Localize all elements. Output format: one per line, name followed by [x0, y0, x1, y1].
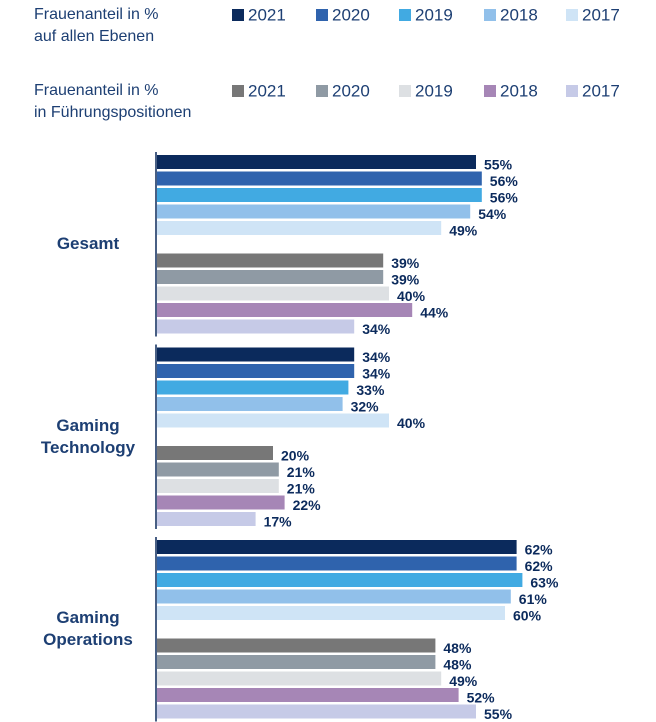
- legend-label: 2017: [582, 81, 620, 100]
- legend-label: 2018: [500, 5, 538, 24]
- legend-label: 2021: [248, 81, 286, 100]
- value-label: 60%: [513, 608, 542, 624]
- value-label: 39%: [391, 272, 420, 288]
- legend-swatch: [399, 9, 411, 21]
- value-label: 32%: [351, 399, 380, 415]
- value-label: 34%: [362, 349, 391, 365]
- legend-swatch: [316, 85, 328, 97]
- legend-label: 2020: [332, 81, 370, 100]
- bar: [157, 303, 413, 317]
- value-label: 49%: [449, 673, 478, 689]
- bar: [157, 495, 285, 510]
- legend-label: 2019: [415, 5, 453, 24]
- legend-label: 2018: [500, 81, 538, 100]
- legend-swatch: [399, 85, 411, 97]
- legend-swatch: [566, 85, 578, 97]
- bar: [157, 155, 476, 169]
- bar: [157, 286, 389, 301]
- value-label: 39%: [391, 255, 420, 271]
- legend-label: 2021: [248, 5, 286, 24]
- value-label: 52%: [467, 690, 496, 706]
- value-label: 48%: [443, 640, 472, 656]
- bar: [157, 688, 459, 702]
- value-label: 44%: [420, 305, 449, 321]
- bar: [157, 446, 273, 460]
- bar: [157, 204, 471, 219]
- value-label: 21%: [287, 481, 316, 497]
- bar: [157, 573, 523, 587]
- legend-swatch: [484, 9, 496, 21]
- value-label: 48%: [443, 657, 472, 673]
- value-label: 40%: [397, 415, 426, 431]
- bar: [157, 188, 482, 202]
- bar: [157, 704, 476, 719]
- value-label: 34%: [362, 366, 391, 382]
- bar: [157, 347, 355, 362]
- bar: [157, 512, 256, 526]
- category-label: Gaming Operations: [43, 608, 133, 649]
- value-label: 54%: [478, 206, 507, 222]
- legend-swatch: [232, 85, 244, 97]
- value-label: 61%: [519, 591, 548, 607]
- value-label: 55%: [484, 706, 513, 722]
- bar: [157, 462, 279, 477]
- value-label: 49%: [449, 223, 478, 239]
- value-label: 33%: [356, 382, 385, 398]
- value-label: 56%: [490, 173, 519, 189]
- category-label: Gesamt: [56, 234, 120, 253]
- legend-swatch: [316, 9, 328, 21]
- legend-swatch: [484, 85, 496, 97]
- value-label: 62%: [525, 542, 554, 558]
- legend-label: 2020: [332, 5, 370, 24]
- value-label: 22%: [293, 497, 322, 513]
- value-label: 55%: [484, 157, 513, 173]
- value-label: 34%: [362, 321, 391, 337]
- bar: [157, 397, 343, 411]
- bar: [157, 556, 517, 571]
- legend-title: Frauenanteil in % auf allen Ebenen: [34, 6, 159, 45]
- bar: [157, 413, 389, 428]
- bar: [157, 253, 384, 268]
- bar: [157, 270, 384, 284]
- bar: [157, 171, 482, 186]
- category-label: Gaming Technology: [40, 415, 136, 457]
- value-label: 62%: [525, 558, 554, 574]
- value-label: 56%: [490, 190, 519, 206]
- bar: [157, 221, 442, 235]
- legend-label: 2017: [582, 5, 620, 24]
- legend-swatch: [232, 9, 244, 21]
- bar: [157, 655, 436, 669]
- value-label: 17%: [264, 514, 293, 530]
- bar: [157, 380, 349, 395]
- value-label: 20%: [281, 448, 310, 464]
- bar: [157, 364, 355, 378]
- bar: [157, 319, 355, 334]
- value-label: 21%: [287, 464, 316, 480]
- legend-title: Frauenanteil in % in Führungspositionen: [34, 82, 192, 121]
- bar: [157, 479, 279, 493]
- bar: [157, 638, 436, 653]
- bar: [157, 606, 505, 620]
- legend-label: 2019: [415, 81, 453, 100]
- value-label: 40%: [397, 288, 426, 304]
- bar: [157, 671, 442, 686]
- bar: [157, 589, 511, 604]
- value-label: 63%: [530, 575, 559, 591]
- bar: [157, 540, 517, 554]
- legend-swatch: [566, 9, 578, 21]
